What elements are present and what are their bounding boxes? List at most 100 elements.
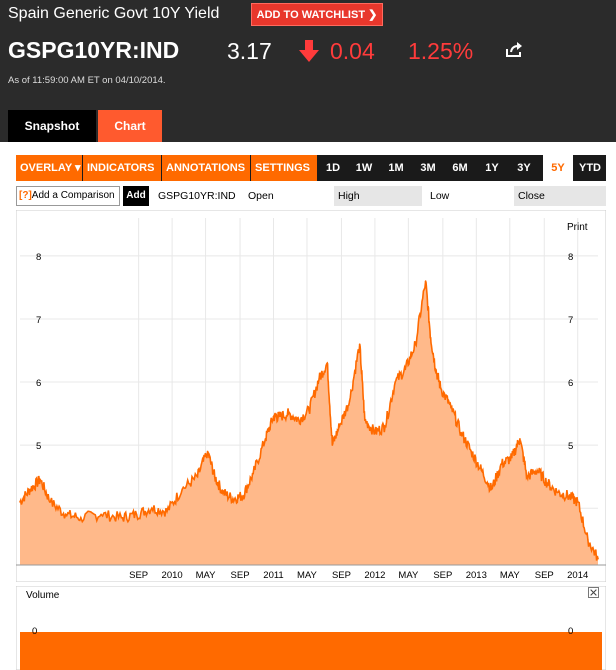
settings-menu[interactable]: SETTINGS ▾: [251, 155, 317, 200]
x-tick-label: MAY: [500, 570, 521, 581]
high-label: High: [334, 186, 422, 206]
ticker-symbol: GSPG10YR:IND: [8, 37, 180, 63]
x-tick-label: SEP: [231, 570, 250, 581]
add-to-watchlist-button[interactable]: ADD TO WATCHLIST ❯: [251, 3, 383, 26]
x-tick-label: SEP: [433, 570, 452, 581]
x-tick-label: SEP: [129, 570, 148, 581]
y-tick-label-right: 8: [568, 252, 573, 263]
data-point: [326, 362, 329, 364]
help-icon[interactable]: [?]: [19, 190, 32, 201]
data-point: [242, 494, 244, 497]
data-point: [213, 475, 216, 478]
range-ytd[interactable]: YTD: [579, 162, 601, 174]
range-1y[interactable]: 1Y: [485, 162, 499, 174]
y-tick-label-right: 6: [568, 378, 573, 389]
data-point: [363, 419, 366, 421]
data-point: [576, 501, 579, 503]
chart-toolbar: OVERLAY ▾ INDICATORS ▾ ANNOTATIONS ▾ SET…: [16, 155, 606, 200]
data-point: [587, 538, 589, 541]
tab-chart[interactable]: Chart: [98, 110, 162, 142]
data-point: [424, 280, 427, 282]
data-point: [511, 456, 513, 459]
x-tick-label: SEP: [332, 570, 351, 581]
add-comparison-button[interactable]: Add: [123, 186, 149, 206]
x-tick-label: 2011: [263, 570, 283, 581]
data-point: [39, 479, 42, 481]
x-tick-label: 2010: [162, 570, 183, 581]
x-tick-label: MAY: [297, 570, 318, 581]
close-icon[interactable]: [588, 587, 599, 598]
last-price: 3.17: [227, 38, 272, 64]
print-link[interactable]: Print: [567, 222, 588, 233]
range-5y[interactable]: 5Y: [543, 155, 573, 181]
data-point: [480, 469, 483, 472]
data-point: [308, 409, 310, 412]
close-label: Close: [514, 186, 606, 206]
data-point: [252, 472, 255, 475]
data-point: [166, 510, 168, 513]
data-point: [450, 406, 452, 409]
data-point: [151, 507, 153, 510]
price-change-percent: 1.25%: [408, 38, 474, 64]
data-point: [338, 425, 341, 427]
yield-area-chart[interactable]: 4455667788SEP2010MAYSEP2011MAYSEP2012MAY…: [16, 210, 606, 582]
data-point: [135, 513, 138, 516]
data-point: [526, 475, 528, 478]
data-point: [298, 419, 300, 421]
range-3m[interactable]: 3M: [420, 162, 436, 174]
data-point: [500, 463, 503, 465]
data-point: [566, 494, 569, 497]
annotations-menu[interactable]: ANNOTATIONS ▾: [162, 155, 250, 200]
data-point: [546, 482, 549, 484]
price-change: 0.04: [330, 38, 375, 64]
x-tick-label: MAY: [398, 570, 419, 581]
data-point: [49, 501, 52, 503]
data-point: [64, 513, 67, 516]
range-6m[interactable]: 6M: [452, 162, 468, 174]
as-of-timestamp: As of 11:59:00 AM ET on 04/10/2014.: [8, 75, 166, 86]
volume-tick-left: 0: [32, 626, 37, 637]
data-point: [404, 368, 407, 371]
data-point: [394, 381, 396, 383]
data-point: [232, 497, 234, 500]
down-arrow-icon: [299, 40, 319, 62]
data-point: [434, 368, 437, 371]
share-icon[interactable]: [505, 42, 523, 58]
data-point: [348, 400, 351, 402]
data-point: [287, 412, 290, 415]
data-point: [429, 337, 432, 339]
data-point: [460, 431, 462, 434]
tab-snapshot[interactable]: Snapshot: [8, 110, 96, 142]
indicators-menu[interactable]: INDICATORS ▾: [83, 155, 161, 200]
quote-header: Spain Generic Govt 10Y Yield ADD TO WATC…: [0, 0, 616, 142]
range-1d[interactable]: 1D: [325, 162, 341, 174]
data-point: [470, 450, 473, 453]
comparison-input[interactable]: [?]Add a Comparison: [16, 186, 120, 206]
data-point: [597, 557, 599, 560]
y-tick-label-right: 5: [568, 441, 573, 452]
data-point: [519, 438, 521, 440]
series-area: [20, 281, 598, 565]
range-1m[interactable]: 1M: [388, 162, 404, 174]
data-point: [100, 513, 102, 516]
data-point: [120, 516, 123, 519]
y-tick-label-left: 8: [36, 252, 41, 263]
data-point: [206, 450, 209, 453]
y-tick-label-right: 7: [568, 315, 573, 326]
y-tick-label-left: 7: [36, 315, 41, 326]
data-point: [490, 488, 493, 491]
data-point: [80, 516, 82, 519]
x-tick-label: 2012: [364, 570, 385, 581]
range-1w[interactable]: 1W: [355, 162, 373, 174]
data-point: [414, 343, 417, 345]
comparison-placeholder: Add a Comparison: [31, 190, 115, 201]
data-point: [277, 415, 280, 418]
y-tick-label-left: 5: [36, 441, 41, 452]
data-point: [318, 378, 320, 380]
overlay-menu[interactable]: OVERLAY ▾: [16, 155, 82, 181]
x-tick-label: 2013: [466, 570, 487, 581]
data-point: [358, 343, 361, 345]
data-point: [384, 425, 386, 427]
range-3y[interactable]: 3Y: [517, 162, 531, 174]
